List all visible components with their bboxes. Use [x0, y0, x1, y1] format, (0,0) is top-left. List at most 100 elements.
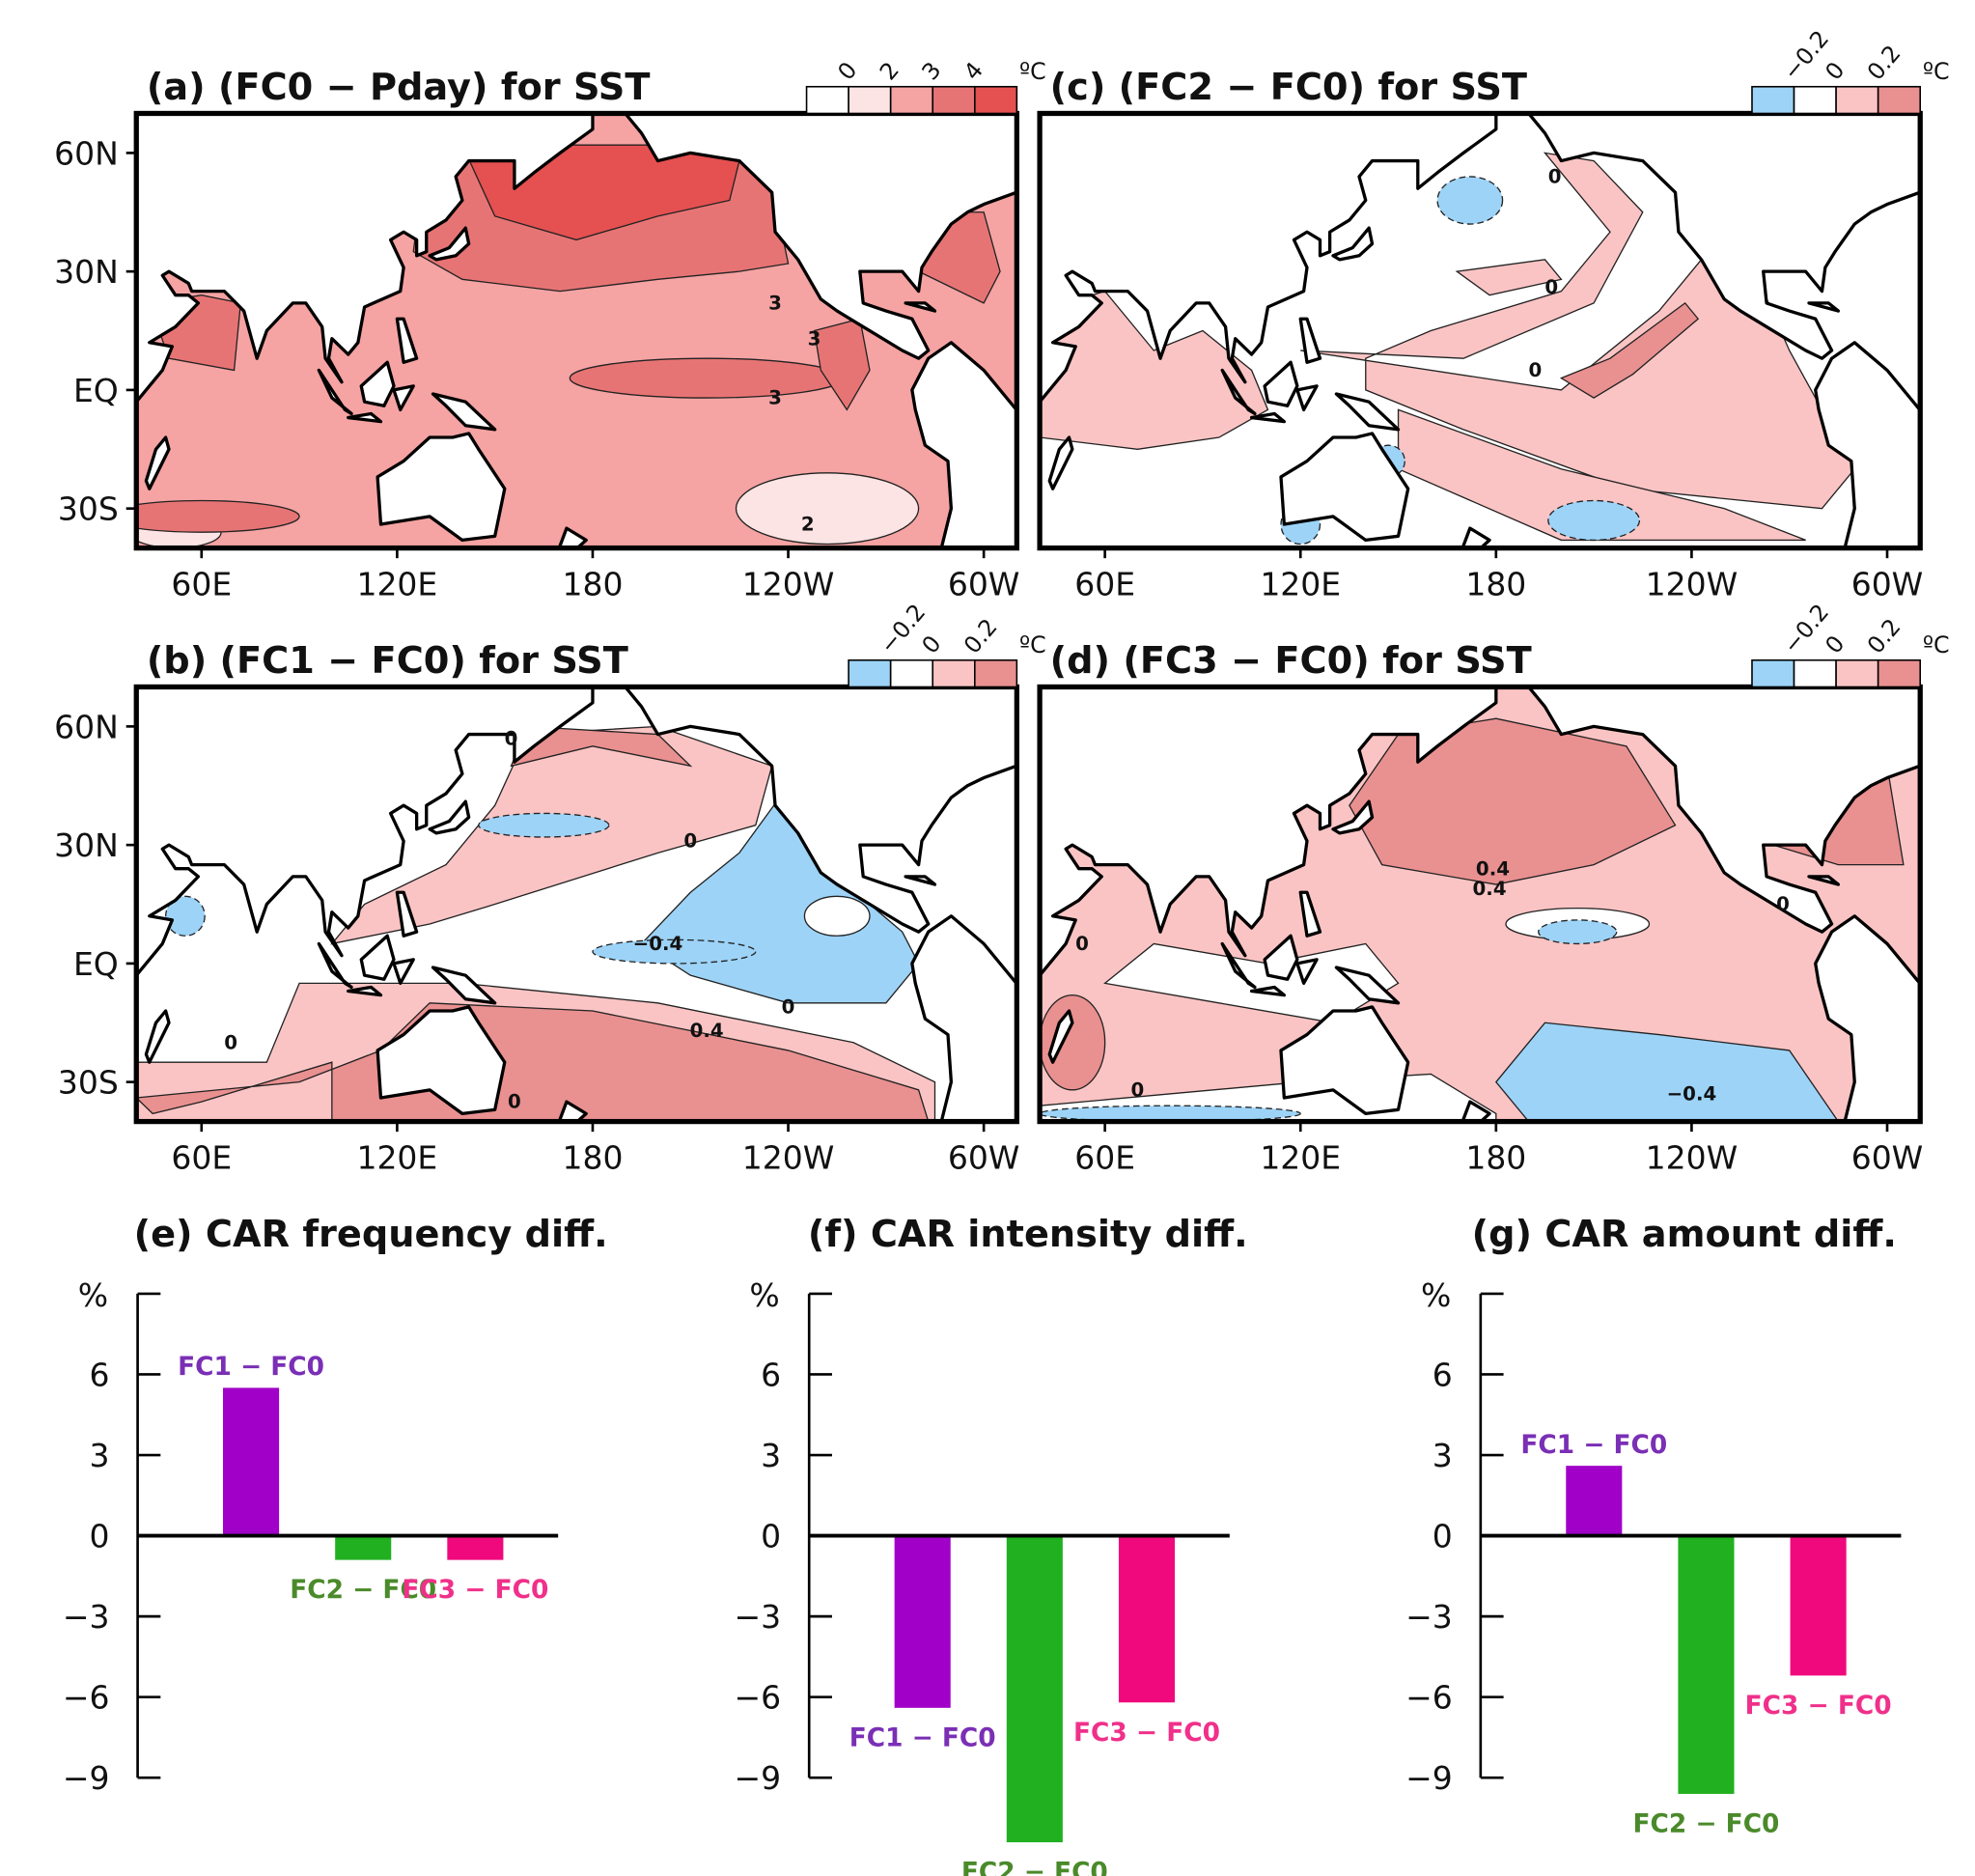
lon-tick-label: 60E [171, 565, 232, 602]
colorbar-swatch [1751, 85, 1795, 115]
lon-tick-label: 60W [1851, 565, 1924, 602]
y-tick-label: −9 [1405, 1759, 1453, 1797]
colorbar-label: 4 [959, 57, 988, 86]
lon-tick-label: 120E [356, 565, 437, 602]
lon-tick-label: 60W [948, 565, 1020, 602]
map-title: (c) (FC2 − FC0) for SST [1050, 66, 1527, 109]
lat-tick-label: 30N [54, 826, 119, 864]
y-axis-unit: % [749, 1276, 779, 1314]
bar-fc1 [223, 1387, 280, 1536]
sst-anomaly-region [1436, 176, 1504, 225]
land-mass [347, 411, 383, 424]
contour-label: 0 [1075, 933, 1089, 955]
map-frame [1037, 684, 1923, 1125]
contour-label: 0 [505, 727, 518, 749]
lat-tick-label: 30N [54, 253, 119, 291]
lon-tick-label: 180 [1465, 1138, 1526, 1176]
contour-label: 2 [801, 514, 815, 536]
colorbar-label: −0.2 [1778, 25, 1835, 85]
map-title: (a) (FC0 − Pday) for SST [147, 66, 651, 109]
lon-tick-label: 120E [356, 1138, 437, 1176]
chart-title: (e) CAR frequency diff. [134, 1213, 608, 1256]
land-mass [428, 799, 471, 835]
land-mass [1263, 360, 1299, 407]
sst-anomaly-region [735, 472, 920, 546]
map-title: (d) (FC3 − FC0) for SST [1050, 639, 1532, 683]
colorbar-unit: ºC [1923, 58, 1950, 85]
lat-tick-label: 60N [54, 708, 119, 745]
contour-label: 0 [1544, 276, 1558, 298]
land-mass [1220, 941, 1257, 990]
contour-label: 0.4 [1473, 878, 1507, 900]
contour-label: 0 [1131, 1078, 1145, 1101]
y-tick-label: 0 [90, 1517, 110, 1554]
lon-tick-label: 60W [948, 1138, 1020, 1176]
bar-label: FC3 − FC0 [1745, 1692, 1892, 1721]
colorbar-swatch [974, 658, 1018, 688]
bar-label: FC1 − FC0 [1520, 1431, 1667, 1460]
colorbar-label: 0.2 [959, 613, 1003, 658]
y-axis-unit: % [1421, 1276, 1451, 1314]
lon-tick-label: 120E [1260, 1138, 1341, 1176]
bar-label: FC3 − FC0 [1073, 1719, 1220, 1748]
sst-anomaly-region [478, 812, 610, 838]
land-mass [1334, 392, 1401, 432]
colorbar-swatch [1877, 85, 1922, 115]
contour-label: 0.4 [1476, 857, 1510, 880]
map-panel-b: 00−0.400.400(b) (FC1 − FC0) for SST−0.20… [54, 599, 1046, 1176]
lat-tick-label: EQ [73, 372, 119, 409]
lat-tick-label: 30S [58, 1064, 119, 1102]
map-panel-d: 0.40.4 0 0 0 −0.4 (d) (FC3 − FC0) for SST −0.2… [1037, 599, 1950, 1176]
land-mass [1298, 890, 1322, 938]
bar-chart-f: (f) CAR intensity diff.% 6 3 0 −3 −6 −9 FC1 − F… [735, 1213, 1248, 1876]
colorbar-unit: ºC [1019, 58, 1046, 85]
lat-tick-label: 60N [54, 134, 119, 172]
land-mass [1460, 1100, 1491, 1122]
y-tick-label: 6 [90, 1356, 110, 1393]
sst-anomaly-region [136, 1002, 930, 1122]
land-mass [1279, 432, 1410, 543]
contour-label: 0 [1528, 359, 1542, 381]
y-tick-label: −3 [1405, 1598, 1453, 1636]
lat-tick-label: EQ [73, 945, 119, 983]
land-mass [1807, 875, 1841, 886]
land-mass [624, 113, 1017, 360]
land-mass [1295, 958, 1319, 986]
lon-tick-label: 120W [1646, 1138, 1739, 1176]
land-mass [317, 368, 353, 416]
colorbar-label: −0.2 [1778, 599, 1835, 658]
y-tick-label: 0 [1433, 1517, 1453, 1554]
y-axis-unit: % [78, 1276, 108, 1314]
colorbar-swatch [1835, 658, 1879, 688]
lon-tick-label: 180 [562, 565, 623, 602]
colorbar-swatch [805, 85, 849, 115]
colorbar-label: 0 [1820, 57, 1850, 86]
bar-label: FC2 − FC0 [290, 1576, 436, 1605]
lon-tick-label: 60E [171, 1138, 232, 1176]
colorbar-unit: ºC [1019, 631, 1046, 658]
bar-chart-e: (e) CAR frequency diff.% 6 3 0 −3 −6 −9 FC1 − F… [63, 1213, 608, 1797]
y-tick-label: 3 [90, 1437, 110, 1474]
sst-anomaly-region [1455, 259, 1563, 296]
chart-title: (g) CAR amount diff. [1472, 1213, 1897, 1256]
land-mass [624, 686, 1017, 934]
y-tick-label: 6 [761, 1356, 781, 1393]
land-mass [1334, 966, 1401, 1005]
colorbar-label: −0.2 [875, 599, 932, 658]
land-mass [431, 966, 497, 1005]
sst-anomaly-region [164, 895, 206, 937]
land-mass [910, 914, 1017, 1122]
land-mass [904, 875, 937, 886]
contour-label: −0.4 [1667, 1083, 1717, 1106]
colorbar-swatch [932, 85, 976, 115]
colorbar-label: 3 [916, 57, 946, 86]
lon-tick-label: 60E [1074, 565, 1135, 602]
bar-fc3 [1118, 1535, 1176, 1703]
bar-fc3 [1790, 1535, 1847, 1676]
map-frame [133, 684, 1019, 1125]
bar-fc3 [447, 1535, 504, 1560]
land-mass [1263, 934, 1299, 981]
colorbar-swatch [848, 85, 892, 115]
